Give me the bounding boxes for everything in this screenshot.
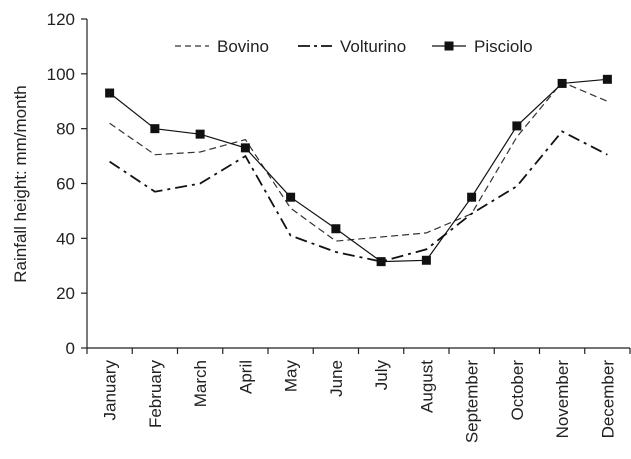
x-tick-label: September: [463, 360, 482, 443]
series-line-bovino: [109, 81, 608, 242]
y-tick-label: 80: [56, 120, 75, 139]
legend-label-pisciolo: Pisciolo: [474, 37, 533, 56]
x-tick-label: May: [282, 360, 301, 393]
y-tick-label: 0: [66, 339, 75, 358]
legend-label-bovino: Bovino: [217, 37, 269, 56]
data-point-pisciolo: [376, 257, 386, 267]
legend-marker-pisciolo: [444, 41, 454, 51]
x-tick-label: June: [327, 360, 346, 397]
y-tick-label: 60: [56, 175, 75, 194]
y-tick-label: 20: [56, 284, 75, 303]
x-tick-label: March: [191, 360, 210, 407]
y-tick-label: 120: [47, 10, 75, 29]
series-line-volturino: [109, 130, 608, 263]
x-axis: January February March April May June July Augu…: [86, 347, 631, 443]
data-point-pisciolo: [421, 255, 431, 265]
x-tick-label: December: [598, 360, 617, 439]
x-tick-label: April: [236, 360, 255, 394]
data-point-pisciolo: [195, 129, 205, 139]
data-point-pisciolo: [467, 192, 477, 202]
data-point-pisciolo: [557, 78, 567, 88]
data-point-pisciolo: [240, 143, 250, 153]
y-tick-label: 100: [47, 65, 75, 84]
x-tick-label: October: [508, 360, 527, 421]
y-axis: 0 20 40 60 80 100 120: [47, 10, 88, 358]
x-tick-label: August: [417, 360, 436, 413]
y-axis-label: Rainfall height: mm/month: [11, 85, 30, 282]
x-tick-label: January: [101, 360, 120, 421]
x-tick-label: July: [372, 360, 391, 391]
data-point-pisciolo: [150, 124, 160, 134]
data-point-pisciolo: [286, 192, 296, 202]
data-point-pisciolo: [602, 74, 612, 84]
y-tick-label: 40: [56, 229, 75, 248]
x-tick-label: February: [146, 360, 165, 429]
series-line-pisciolo: [109, 78, 608, 263]
data-point-pisciolo: [105, 88, 115, 98]
data-point-pisciolo: [331, 224, 341, 234]
data-point-pisciolo: [512, 121, 522, 131]
legend-label-volturino: Volturino: [340, 37, 406, 56]
series-layer: [105, 74, 612, 267]
legend: Bovino Volturino Pisciolo: [175, 37, 533, 56]
x-tick-label: November: [553, 360, 572, 439]
